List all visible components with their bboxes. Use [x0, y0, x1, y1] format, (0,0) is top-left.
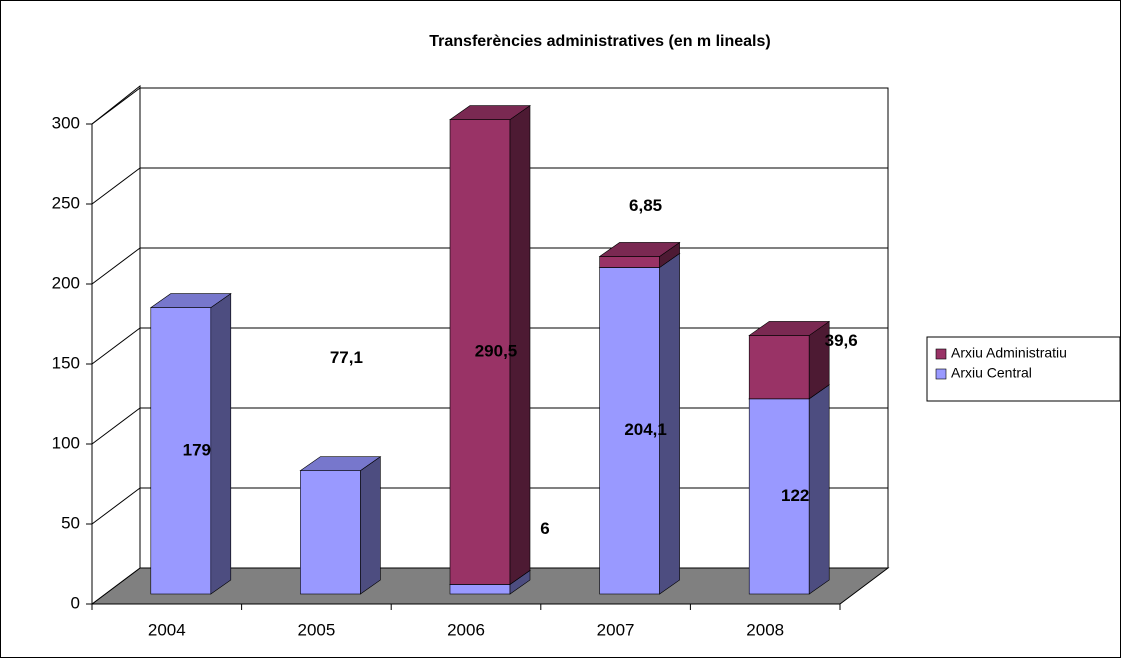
bar-top — [748, 321, 831, 336]
value-label: 6,85 — [629, 196, 662, 215]
legend — [926, 336, 1121, 402]
bar-top — [149, 293, 232, 308]
y-tick-label: 0 — [71, 593, 80, 612]
bar-front — [599, 256, 660, 268]
side-wall — [91, 84, 141, 605]
chart-title: Transferències administratives (en m lin… — [429, 33, 770, 50]
grid-line — [91, 487, 141, 525]
bar-front — [150, 307, 212, 595]
bar-front — [449, 584, 511, 595]
y-tick-label: 200 — [52, 273, 80, 292]
value-label: 6 — [540, 519, 549, 538]
bar-top — [598, 242, 681, 257]
grid-line — [91, 327, 141, 365]
grid-line — [91, 407, 141, 445]
bar-front — [449, 119, 511, 585]
value-label: 179 — [183, 440, 211, 459]
x-tick-label: 2005 — [297, 620, 335, 639]
bar-front — [748, 398, 810, 595]
x-tick-label: 2006 — [447, 620, 485, 639]
bar-front — [300, 470, 361, 595]
value-label: 290,5 — [475, 341, 518, 360]
x-tick-label: 2008 — [746, 620, 784, 639]
y-tick-label: 150 — [52, 353, 80, 372]
value-label: 122 — [781, 486, 809, 505]
value-label: 39,6 — [825, 331, 858, 350]
bar-front — [748, 335, 810, 400]
bar-top — [299, 456, 382, 471]
x-tick-label: 2004 — [148, 620, 186, 639]
grid-line — [91, 167, 141, 205]
y-tick-label: 50 — [61, 513, 80, 532]
value-label: 77,1 — [330, 348, 363, 367]
grid-line — [91, 247, 141, 285]
legend-label: Arxiu Central — [951, 365, 1032, 381]
bar-side — [360, 456, 381, 595]
value-label: 204,1 — [624, 420, 667, 439]
y-tick-label: 300 — [52, 113, 80, 132]
bar-side — [808, 384, 830, 595]
bar-side — [210, 293, 232, 595]
legend-swatch — [935, 348, 947, 360]
y-tick-label: 250 — [52, 193, 80, 212]
legend-swatch — [935, 368, 947, 380]
grid-line — [91, 87, 141, 125]
legend-label: Arxiu Administratiu — [951, 345, 1067, 361]
y-tick-label: 100 — [52, 433, 80, 452]
x-tick-label: 2007 — [597, 620, 635, 639]
bar-top — [449, 105, 531, 120]
